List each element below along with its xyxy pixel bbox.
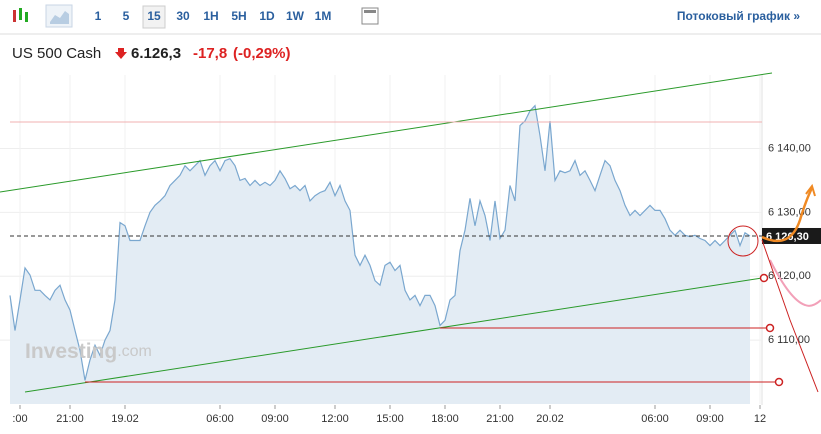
x-tick-label: 09:00 (696, 413, 724, 425)
instrument-name: US 500 Cash (12, 45, 101, 62)
area-icon-shape (50, 11, 69, 24)
scenario-arrow (761, 239, 819, 393)
line-handle (774, 377, 784, 387)
down-arrow (115, 48, 127, 59)
icon-frame (361, 7, 379, 25)
x-tick-label: 18:00 (431, 413, 459, 425)
change-percent: (-0,29%) (233, 45, 291, 62)
interval-button[interactable]: 5 (123, 9, 130, 23)
trend-line (0, 72, 773, 193)
watermark: Investing.com (25, 340, 152, 363)
candle (19, 8, 22, 20)
watermark-brand: Investing (25, 340, 117, 363)
x-tick-label: 09:00 (261, 413, 289, 425)
x-tick-label: 15:00 (376, 413, 404, 425)
line-handle (765, 323, 775, 333)
arrowhead (805, 183, 816, 197)
candle-icon[interactable] (13, 8, 28, 22)
x-tick-label: 21:00 (56, 413, 84, 425)
settings-icon[interactable] (361, 7, 379, 25)
x-tick-label: 20.02 (536, 413, 564, 425)
candle (25, 12, 28, 22)
y-tick-label: 6 120,00 (768, 270, 811, 282)
change: -17,8 (193, 45, 227, 62)
y-tick-label: 6 130,00 (768, 206, 811, 218)
line-handle (759, 273, 769, 283)
price-line (9, 104, 751, 381)
drawings (0, 72, 821, 393)
x-tick-label: 21:00 (486, 413, 514, 425)
plot: 6 110,00 6 120,00 6 130,00 6 140,00 :00 21:00… (0, 75, 821, 425)
highlight-circle (727, 225, 759, 257)
scenario-arrow (761, 187, 814, 243)
y-tick-label: 6 110,00 (768, 334, 810, 346)
watermark-domain: .com (117, 343, 152, 360)
interval-button[interactable]: 1 (95, 9, 102, 23)
interval-button[interactable]: 30 (176, 9, 190, 23)
interval-button[interactable]: 5H (231, 9, 246, 23)
scenario-arrow (769, 259, 821, 307)
toolbar (0, 0, 821, 34)
interval-list: 1 5 15 30 1H 5H 1D 1W 1M (95, 5, 332, 29)
price: 6.126,3 (131, 45, 181, 62)
x-tick-label: 06:00 (641, 413, 669, 425)
x-tick-label: :00 (12, 413, 27, 425)
interval-button[interactable]: 1D (259, 9, 275, 23)
y-tick-label: 6 140,00 (768, 142, 811, 154)
interval-button[interactable]: 15 (147, 9, 161, 23)
x-tick-label: 19.02 (111, 413, 139, 425)
stream-link[interactable]: Потоковый график » (677, 9, 800, 23)
x-tick-label: 06:00 (206, 413, 234, 425)
candle (13, 10, 16, 22)
x-tick-label: 12:00 (321, 413, 349, 425)
interval-button[interactable]: 1H (203, 9, 218, 23)
icon-bar (364, 10, 376, 13)
trend-line (24, 277, 763, 393)
x-tick-label: 12 (754, 413, 766, 425)
area-icon[interactable] (45, 4, 73, 28)
area-fill (10, 105, 750, 404)
interval-active (142, 5, 166, 29)
interval-button[interactable]: 1W (286, 9, 305, 23)
interval-button[interactable]: 1M (315, 9, 332, 23)
